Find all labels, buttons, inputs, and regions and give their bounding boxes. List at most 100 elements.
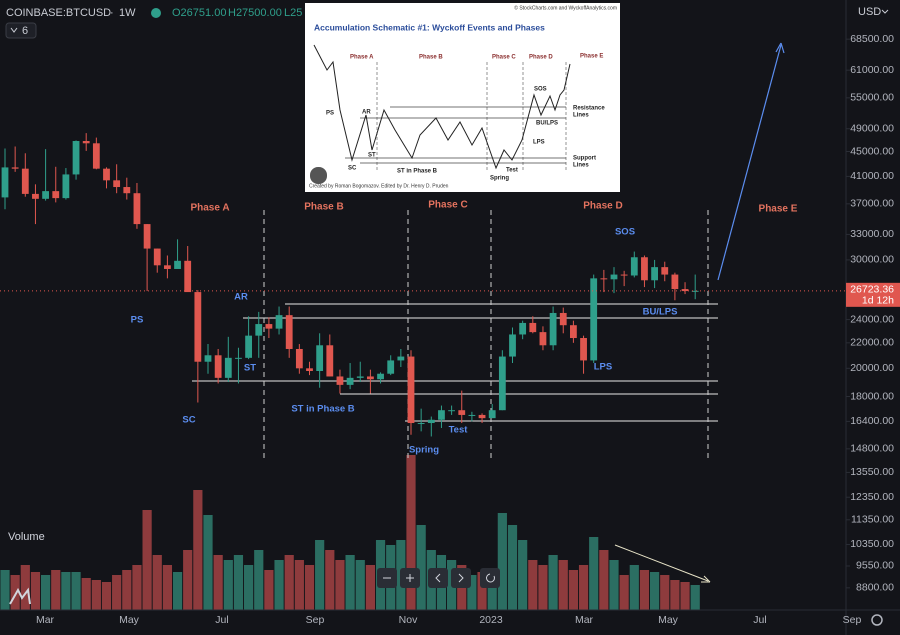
candle-body: [641, 257, 648, 281]
volume-bar: [315, 540, 325, 610]
x-tick-label: Jul: [753, 614, 766, 626]
volume-bar: [0, 570, 10, 610]
scroll-right-button[interactable]: [451, 568, 471, 588]
x-tick-label: Sep: [306, 614, 325, 626]
y-tick-label: 13550.00: [850, 466, 894, 478]
volume-bar: [122, 570, 132, 610]
volume-bar: [254, 550, 264, 610]
arrow-head: [701, 575, 711, 583]
inset-phase: Phase E: [580, 54, 603, 60]
candle-body: [529, 322, 537, 333]
separator: ·: [110, 7, 114, 19]
candle-body: [549, 312, 557, 346]
indicator-toggle[interactable]: [5, 22, 37, 39]
icon: [406, 574, 414, 582]
volume-bar: [213, 555, 223, 610]
annotation: Phase A: [190, 203, 229, 214]
volume-bar: [609, 560, 619, 610]
candle-body: [164, 265, 171, 269]
volume-bar: [203, 515, 213, 610]
ohlc-high: H27500.00: [228, 7, 282, 19]
candle-body: [275, 315, 283, 329]
candle-body: [519, 322, 527, 335]
logo[interactable]: [9, 587, 31, 605]
candle-body: [316, 345, 324, 372]
last-price-label: 26723.36: [850, 284, 894, 296]
candle-body: [417, 423, 425, 425]
volume-bar: [101, 582, 112, 610]
annotation: BU/LPS: [643, 307, 678, 318]
inset-price-path: [313, 44, 571, 170]
candle-body: [407, 356, 415, 424]
volume-bar: [81, 578, 91, 610]
candle-body: [224, 357, 232, 378]
candle-body: [204, 355, 212, 362]
currency[interactable]: USD: [858, 6, 881, 18]
volume-bar: [142, 510, 152, 610]
reset-button[interactable]: [480, 568, 500, 588]
inset-note: Lines: [573, 163, 589, 169]
candle-body: [123, 187, 131, 194]
candle-body: [42, 191, 49, 199]
annotation: Phase D: [583, 201, 622, 212]
volume-bar: [518, 540, 528, 610]
candle-body: [295, 348, 303, 369]
candle-body: [285, 315, 293, 349]
candle-body: [377, 373, 384, 380]
chevron-icon: [881, 9, 889, 14]
volume-bar: [599, 550, 609, 610]
scroll-left-button[interactable]: [428, 568, 448, 588]
candle-body: [488, 410, 496, 419]
inset-event: LPS: [533, 140, 545, 146]
inset-event: SC: [348, 166, 357, 172]
annotation: SOS: [615, 227, 635, 238]
y-tick-label: 55000.00: [850, 92, 894, 104]
y-tick-label: 18000.00: [850, 390, 894, 402]
inset-copyright: © StockCharts.com and WyckoffAnalytics.c…: [514, 4, 617, 11]
volume-bar: [487, 570, 497, 610]
annotation: Phase C: [428, 200, 467, 211]
candle-body: [21, 168, 29, 194]
y-tick-label: 45000.00: [850, 145, 894, 157]
volume-bar: [406, 455, 416, 610]
inset-credit: Created by Roman Bogomazov. Edited by Dr…: [309, 183, 449, 189]
y-tick-label: 30000.00: [850, 254, 894, 266]
settings-button[interactable]: [871, 614, 883, 626]
icon: [435, 573, 441, 583]
x-tick-label: May: [119, 614, 140, 626]
candle-body: [651, 267, 658, 281]
inset-note: Resistance: [573, 106, 605, 112]
candle-body: [539, 332, 547, 346]
inset-event: PS: [326, 111, 334, 117]
volume-bar: [690, 585, 700, 610]
annotation: SC: [182, 415, 195, 426]
annotation: Test: [449, 425, 469, 436]
volume-bar: [629, 565, 639, 610]
volume-bar: [233, 555, 244, 610]
candle-body: [681, 289, 689, 292]
ohlc-open: O26751.00: [172, 7, 226, 19]
inset-event: ST in Phase B: [397, 169, 438, 175]
volume-trend-arrow: [614, 544, 709, 582]
inset-event: SOS: [534, 87, 547, 93]
status-dot: [151, 8, 161, 18]
x-tick-label: 2023: [479, 614, 503, 626]
candle-body: [509, 334, 516, 357]
volume-bar: [548, 555, 558, 610]
volume-bar: [91, 580, 101, 610]
candle-body: [194, 292, 202, 362]
volume-bar: [294, 560, 304, 610]
volume-bar: [507, 525, 518, 610]
annotation: ST in Phase B: [291, 404, 354, 415]
annotation: ST: [244, 363, 256, 374]
candle-body: [468, 414, 476, 416]
last-price-box: [846, 282, 900, 307]
countdown: 1d 12h: [862, 295, 894, 307]
volume-bar: [650, 572, 660, 610]
candle-body: [32, 193, 39, 199]
candle-body: [570, 325, 577, 339]
y-tick-label: 37000.00: [850, 198, 894, 210]
candle-body: [235, 357, 242, 359]
y-tick-label: 12350.00: [850, 491, 894, 503]
